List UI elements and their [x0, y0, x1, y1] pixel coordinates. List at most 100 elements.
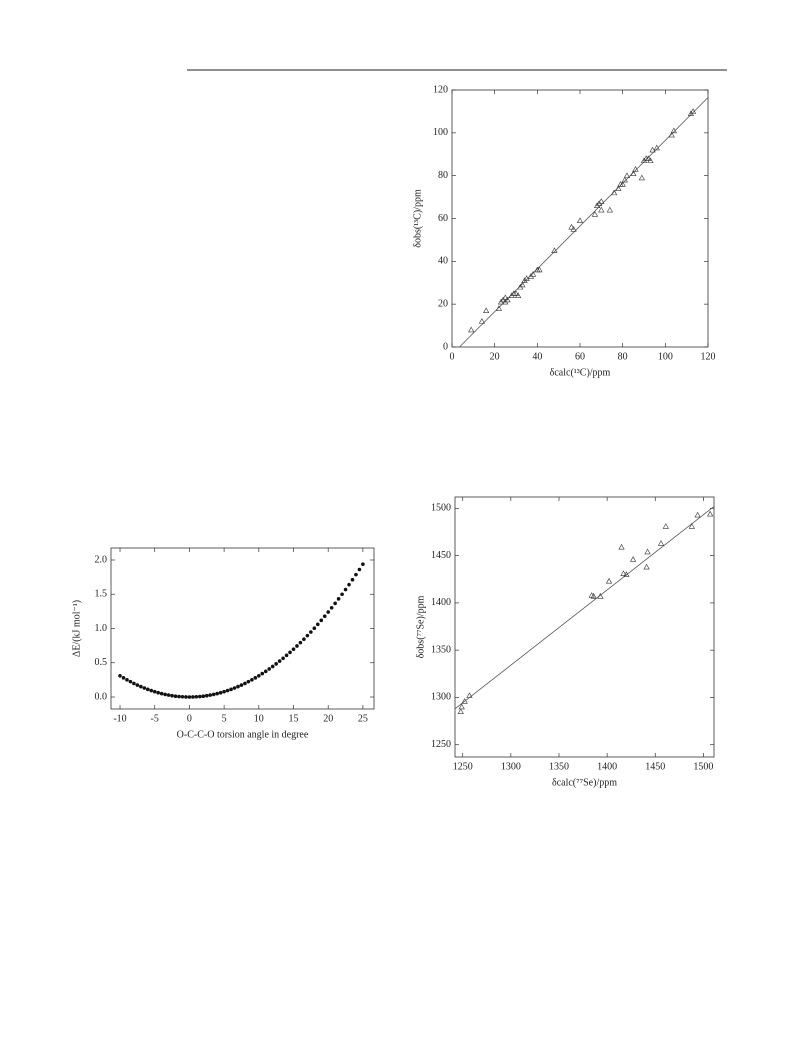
data-point: [225, 688, 230, 693]
data-point: [142, 686, 147, 690]
data-point: [515, 292, 522, 298]
y-tick-label: 2.0: [95, 554, 108, 565]
data-point: [118, 673, 122, 678]
data-point: [668, 131, 675, 138]
data-point: [340, 592, 344, 597]
data-point: [657, 540, 665, 546]
y-tick-label: 1.0: [95, 623, 108, 634]
x-tick-label: 20: [490, 351, 500, 362]
data-point: [478, 318, 485, 324]
data-point: [211, 692, 216, 697]
x-tick-label: -5: [151, 713, 159, 724]
data-point: [128, 679, 133, 684]
data-point: [260, 671, 265, 676]
x-axis-label: δcalc(⁷⁷Se)/ppm: [552, 777, 617, 788]
data-point: [621, 176, 628, 183]
x-tick-label: 5: [222, 713, 227, 724]
y-tick-label: 120: [433, 84, 448, 95]
data-point: [274, 662, 278, 666]
data-point: [611, 189, 618, 196]
data-point: [121, 676, 126, 680]
y-tick-label: 100: [433, 127, 448, 138]
data-point: [347, 582, 351, 587]
x-tick-label: 20: [323, 713, 333, 724]
x-tick-label: 1400: [597, 761, 617, 772]
y-tick-label: 80: [438, 170, 448, 181]
plot-frame: [454, 496, 715, 758]
data-point: [177, 694, 181, 699]
data-point: [570, 225, 577, 232]
data-point: [466, 692, 473, 698]
data-point: [239, 683, 244, 687]
data-point: [619, 181, 626, 187]
data-point: [201, 694, 206, 698]
data-point: [357, 567, 362, 572]
data-point: [246, 679, 251, 684]
data-point: [606, 206, 613, 213]
x-tick-label: 0: [450, 351, 455, 362]
x-tick-label: 120: [701, 351, 716, 362]
data-point: [597, 593, 604, 599]
data-point: [250, 678, 254, 682]
data-point: [457, 708, 464, 714]
data-point: [523, 275, 530, 281]
data-point: [653, 144, 660, 151]
data-point: [649, 146, 656, 153]
data-point: [618, 543, 625, 550]
x-axis-label: δcalc(¹³C)/ppm: [550, 367, 611, 378]
data-point: [232, 686, 237, 690]
y-tick-label: 1250: [431, 739, 451, 750]
data-point: [243, 681, 247, 686]
data-point: [568, 223, 575, 230]
data-point: [191, 695, 195, 699]
x-tick-label: -10: [113, 713, 126, 724]
data-point: [483, 307, 490, 313]
data-point: [263, 669, 268, 674]
data-point: [204, 693, 209, 698]
data-point: [218, 690, 223, 695]
data-point: [468, 326, 475, 333]
data-point: [590, 593, 597, 599]
data-point: [495, 305, 503, 311]
y-tick-label: 1500: [431, 503, 451, 514]
y-tick-label: 60: [438, 213, 448, 224]
data-point: [173, 694, 178, 698]
data-point: [170, 693, 174, 698]
y-tick-label: 20: [438, 298, 448, 309]
data-point: [277, 659, 282, 663]
data-point: [670, 127, 677, 134]
data-point: [620, 570, 627, 576]
data-point: [630, 170, 637, 176]
data-point: [336, 597, 341, 601]
data-point: [688, 523, 695, 529]
data-point: [305, 633, 310, 638]
data-point: [662, 523, 669, 529]
data-point: [194, 695, 199, 699]
y-axis-label: ΔE/(kJ mol⁻¹): [71, 600, 82, 657]
x-tick-label: 100: [658, 351, 673, 362]
y-tick-label: 0.0: [95, 691, 108, 702]
x-tick-label: 0: [187, 713, 192, 724]
x-tick-label: 1250: [453, 761, 473, 772]
x-axis-label: O-C-C-O torsion angle in degree: [177, 729, 309, 740]
data-point: [605, 577, 613, 584]
chart: 1250 1300 1350 1400 1450 1500 1250 1300 1350 1400…: [415, 496, 715, 788]
data-point: [149, 688, 154, 693]
y-tick-label: 1.5: [95, 589, 108, 600]
data-point: [350, 577, 355, 582]
data-point: [343, 587, 348, 592]
data-point: [638, 174, 645, 181]
y-tick-label: 40: [438, 256, 448, 267]
data-point: [257, 673, 261, 678]
data-point: [184, 695, 188, 699]
y-axis-label: δobs(⁷⁷Se)/ppm: [415, 595, 426, 658]
data-point: [215, 691, 219, 696]
data-point: [152, 689, 157, 694]
data-point: [354, 572, 358, 577]
data-point: [319, 618, 324, 623]
data-point: [288, 650, 292, 655]
data-point: [576, 217, 584, 224]
data-point: [644, 548, 651, 555]
data-point: [139, 684, 143, 689]
data-point: [298, 640, 303, 645]
